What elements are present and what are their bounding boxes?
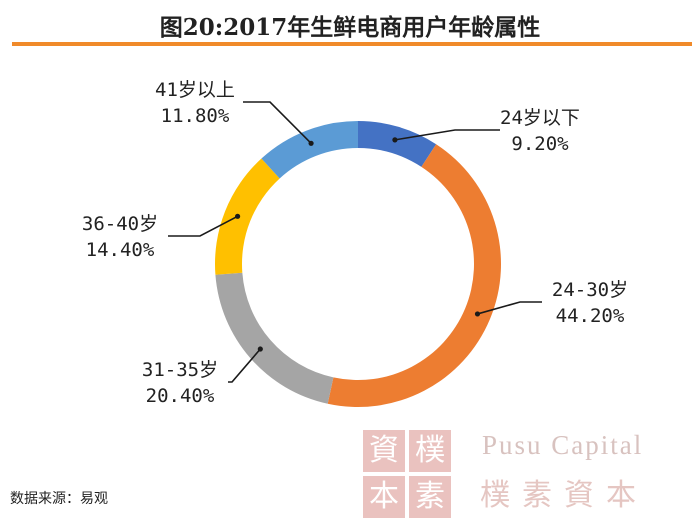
- source-note: 数据来源：易观: [10, 491, 108, 507]
- leader-line: [477, 301, 542, 315]
- slice-value-label: 20.40%: [146, 385, 215, 407]
- leader-line: [228, 348, 261, 383]
- seal-char: 樸: [409, 430, 451, 472]
- slice-category-label: 36-40岁: [82, 213, 158, 235]
- watermark-text-cn: 樸素資本: [480, 478, 648, 513]
- donut-slice: [215, 158, 280, 275]
- seal-char: 資: [363, 430, 405, 472]
- slice-category-label: 31-35岁: [142, 359, 218, 381]
- title-divider: [12, 42, 692, 46]
- slice-value-label: 9.20%: [511, 133, 569, 155]
- slice-value-label: 14.40%: [86, 239, 155, 261]
- seal-char: 本: [363, 476, 405, 518]
- slice-value-label: 44.20%: [556, 305, 625, 327]
- donut-slice: [215, 272, 334, 404]
- slice-category-label: 24-30岁: [552, 279, 628, 301]
- watermark-seal: 資 樸 本 素: [363, 430, 453, 520]
- watermark-text-en: Pusu Capital: [482, 430, 644, 460]
- donut-slice: [261, 121, 358, 179]
- leader-dot: [308, 140, 314, 146]
- donut-slice: [327, 144, 501, 407]
- leader-line: [168, 215, 238, 237]
- page-title: 图20:2017年生鲜电商用户年龄属性: [159, 14, 541, 41]
- leader-dot: [474, 311, 481, 317]
- donut-slice: [358, 121, 437, 167]
- leader-line: [243, 101, 312, 144]
- seal-char: 素: [409, 476, 451, 518]
- leader-dot: [392, 137, 398, 143]
- slice-category-label: 24岁以下: [500, 107, 580, 129]
- leader-dot: [257, 346, 263, 352]
- leader-dot: [234, 213, 241, 219]
- slice-value-label: 11.80%: [161, 105, 230, 127]
- slice-category-label: 41岁以上: [155, 79, 235, 101]
- leader-line: [394, 129, 500, 141]
